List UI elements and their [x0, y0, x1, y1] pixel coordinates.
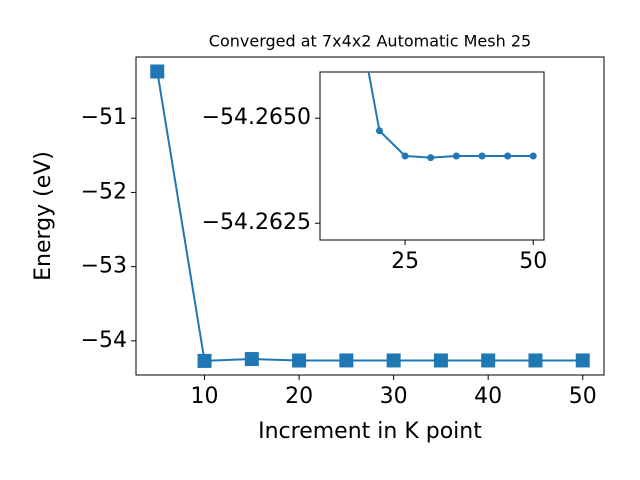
- data-marker: [504, 152, 512, 160]
- y-tick-label: −54.2625: [202, 210, 311, 235]
- data-marker: [528, 353, 543, 368]
- y-tick-label: −54: [81, 328, 127, 353]
- x-tick-label: 40: [474, 384, 502, 409]
- x-tick-label: 20: [285, 384, 313, 409]
- y-tick-label: −52: [81, 179, 127, 204]
- data-line: [367, 72, 534, 159]
- y-axis-label: Energy (eV): [31, 151, 56, 281]
- data-marker: [375, 127, 383, 135]
- x-tick-label: 50: [519, 249, 547, 274]
- data-marker: [433, 353, 448, 368]
- x-axis-label: Increment in K point: [258, 419, 482, 444]
- data-marker: [197, 353, 212, 368]
- data-marker: [244, 352, 259, 367]
- plot-clip: [367, 72, 537, 162]
- chart-title: Converged at 7x4x2 Automatic Mesh 25: [209, 32, 531, 51]
- plot-clip: [150, 64, 590, 368]
- data-marker: [575, 353, 590, 368]
- x-tick-label: 25: [391, 249, 419, 274]
- x-tick-label: 50: [569, 384, 597, 409]
- y-tick-label: −51: [81, 105, 127, 130]
- y-tick-label: −54.2650: [202, 105, 311, 130]
- x-tick-label: 10: [191, 384, 219, 409]
- data-marker: [386, 353, 401, 368]
- data-marker: [292, 353, 307, 368]
- x-tick-label: 30: [380, 384, 408, 409]
- data-marker: [478, 152, 486, 160]
- data-marker: [339, 353, 354, 368]
- y-tick-label: −53: [81, 254, 127, 279]
- data-marker: [401, 152, 409, 160]
- data-marker: [427, 154, 435, 162]
- data-line: [156, 71, 583, 362]
- data-marker: [481, 353, 496, 368]
- data-marker: [150, 64, 165, 79]
- data-marker: [529, 152, 537, 160]
- data-marker: [452, 152, 460, 160]
